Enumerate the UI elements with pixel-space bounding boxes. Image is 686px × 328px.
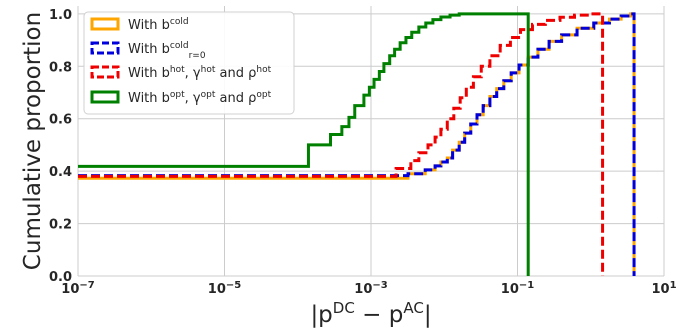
x-tick-label: 10−1	[501, 280, 534, 298]
series-lines	[78, 12, 636, 276]
y-tick-label: 1.0	[49, 8, 72, 23]
x-tick-label: 10−3	[354, 280, 387, 298]
legend-label: With bcold	[128, 17, 189, 33]
series-line-2	[78, 12, 605, 276]
y-tick-label: 0.4	[49, 165, 72, 180]
legend-swatch	[90, 65, 120, 79]
series-line-3	[78, 12, 530, 276]
legend-label: With bhot, γhot and ρhot	[128, 65, 272, 81]
x-tick-label: 10−7	[61, 280, 94, 298]
legend-box	[83, 11, 295, 115]
legend-swatch	[90, 90, 120, 104]
y-tick-label: 0.2	[49, 218, 72, 233]
y-tick-label: 0.8	[49, 60, 72, 75]
y-tick-label: 0.6	[49, 113, 72, 128]
y-axis-label: Cumulative proportion	[20, 12, 46, 270]
legend-label: With bcoldr=0	[128, 41, 206, 61]
x-axis-label: |pDC − pAC|	[310, 299, 431, 328]
x-tick-label: 101	[651, 280, 676, 298]
x-tick-label: 10−5	[208, 280, 241, 298]
tick-labels: 0.0 0.2 0.4 0.6 0.8 1.0 10−7 10−5 10−3 10−1 101	[49, 8, 677, 297]
legend-swatch	[90, 17, 120, 31]
series-line-1	[78, 12, 636, 276]
y-tick-label: 0.0	[49, 270, 72, 285]
legend: With bcold With bcoldr=0 With bhot, γhot a…	[83, 11, 295, 115]
legend-swatch	[90, 41, 120, 55]
legend-label: With bopt, γopt and ρopt	[128, 90, 272, 106]
